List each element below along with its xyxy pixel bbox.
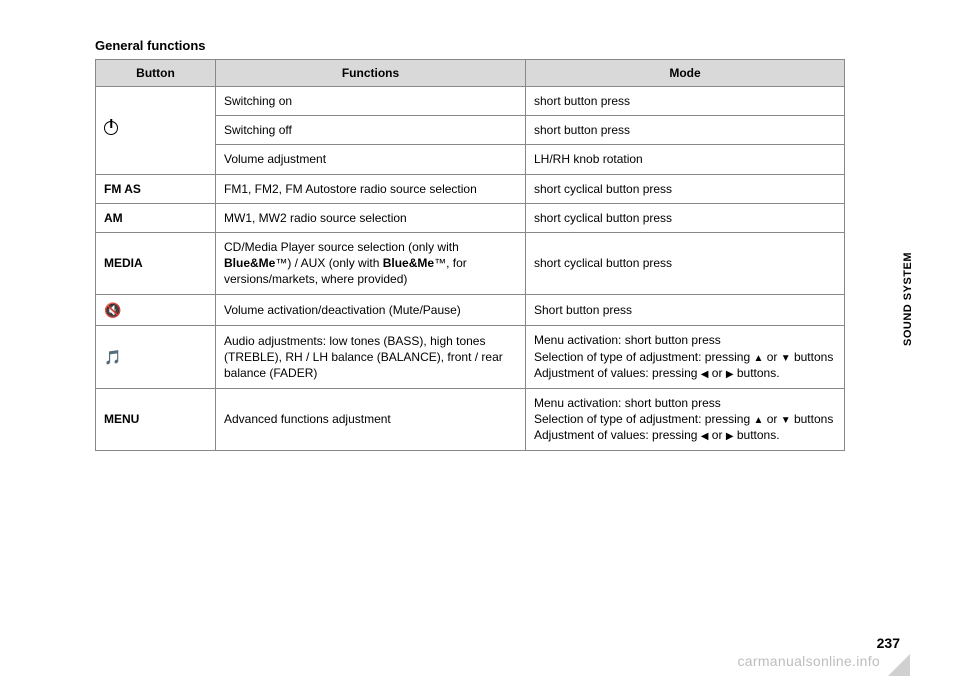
right-arrow-icon: ▶ xyxy=(726,369,734,380)
mode-cell: short button press xyxy=(526,87,845,116)
func-cell: Switching off xyxy=(216,116,526,145)
text: or xyxy=(708,428,725,442)
watermark: carmanualsonline.info xyxy=(738,653,881,669)
sidebar-section-label: SOUND SYSTEM xyxy=(902,252,914,346)
up-arrow-icon: ▲ xyxy=(753,353,763,364)
table-row: MENU Advanced functions adjustment Menu … xyxy=(96,388,845,450)
text: Selection of type of adjustment: pressin… xyxy=(534,350,753,364)
table-row: Switching on short button press xyxy=(96,87,845,116)
up-arrow-icon: ▲ xyxy=(753,415,763,426)
text: Adjustment of values: pressing xyxy=(534,428,701,442)
section-title: General functions xyxy=(95,38,845,53)
func-cell: CD/Media Player source selection (only w… xyxy=(216,232,526,294)
mode-cell: Menu activation: short button press Sele… xyxy=(526,388,845,450)
mode-cell: Menu activation: short button press Sele… xyxy=(526,326,845,388)
text: buttons xyxy=(791,350,834,364)
text: or xyxy=(708,366,725,380)
audio-button-cell: 🎵 xyxy=(96,326,216,388)
table-header-row: Button Functions Mode xyxy=(96,60,845,87)
page-content: General functions Button Functions Mode … xyxy=(95,38,845,451)
func-cell: Switching on xyxy=(216,87,526,116)
page-number: 237 xyxy=(877,635,900,651)
media-button-cell: MEDIA xyxy=(96,232,216,294)
table-row: MEDIA CD/Media Player source selection (… xyxy=(96,232,845,294)
power-icon xyxy=(104,121,118,135)
down-arrow-icon: ▼ xyxy=(781,415,791,426)
down-arrow-icon: ▼ xyxy=(781,353,791,364)
functions-table: Button Functions Mode Switching on short… xyxy=(95,59,845,451)
table-row: 🔇 Volume activation/deactivation (Mute/P… xyxy=(96,294,845,326)
header-button: Button xyxy=(96,60,216,87)
func-cell: Audio adjustments: low tones (BASS), hig… xyxy=(216,326,526,388)
text: Menu activation: short button press xyxy=(534,333,721,347)
text: or xyxy=(763,350,780,364)
table-row: AM MW1, MW2 radio source selection short… xyxy=(96,203,845,232)
func-cell: FM1, FM2, FM Autostore radio source sele… xyxy=(216,174,526,203)
mode-cell: short cyclical button press xyxy=(526,174,845,203)
text: or xyxy=(763,412,780,426)
audio-icon: 🎵 xyxy=(104,349,121,365)
text-bold: Blue&Me xyxy=(383,256,434,270)
table-row: FM AS FM1, FM2, FM Autostore radio sourc… xyxy=(96,174,845,203)
mode-cell: short cyclical button press xyxy=(526,203,845,232)
header-mode: Mode xyxy=(526,60,845,87)
text: ™) / AUX (only with xyxy=(275,256,382,270)
text: CD/Media Player source selection (only w… xyxy=(224,240,459,254)
am-button-cell: AM xyxy=(96,203,216,232)
text: Adjustment of values: pressing xyxy=(534,366,701,380)
func-cell: Volume activation/deactivation (Mute/Pau… xyxy=(216,294,526,326)
text: buttons. xyxy=(734,428,780,442)
right-arrow-icon: ▶ xyxy=(726,431,734,442)
fmas-button-cell: FM AS xyxy=(96,174,216,203)
page-curl-icon xyxy=(888,654,910,676)
text-bold: Blue&Me xyxy=(224,256,275,270)
text: buttons. xyxy=(734,366,780,380)
text: Selection of type of adjustment: pressin… xyxy=(534,412,753,426)
mode-cell: LH/RH knob rotation xyxy=(526,145,845,174)
mute-icon: 🔇 xyxy=(104,302,121,318)
func-cell: Volume adjustment xyxy=(216,145,526,174)
mode-cell: short cyclical button press xyxy=(526,232,845,294)
func-cell: Advanced functions adjustment xyxy=(216,388,526,450)
power-button-cell xyxy=(96,87,216,175)
table-row: 🎵 Audio adjustments: low tones (BASS), h… xyxy=(96,326,845,388)
menu-button-cell: MENU xyxy=(96,388,216,450)
text: Menu activation: short button press xyxy=(534,396,721,410)
func-cell: MW1, MW2 radio source selection xyxy=(216,203,526,232)
text: buttons xyxy=(791,412,834,426)
mode-cell: short button press xyxy=(526,116,845,145)
header-functions: Functions xyxy=(216,60,526,87)
mute-button-cell: 🔇 xyxy=(96,294,216,326)
mode-cell: Short button press xyxy=(526,294,845,326)
